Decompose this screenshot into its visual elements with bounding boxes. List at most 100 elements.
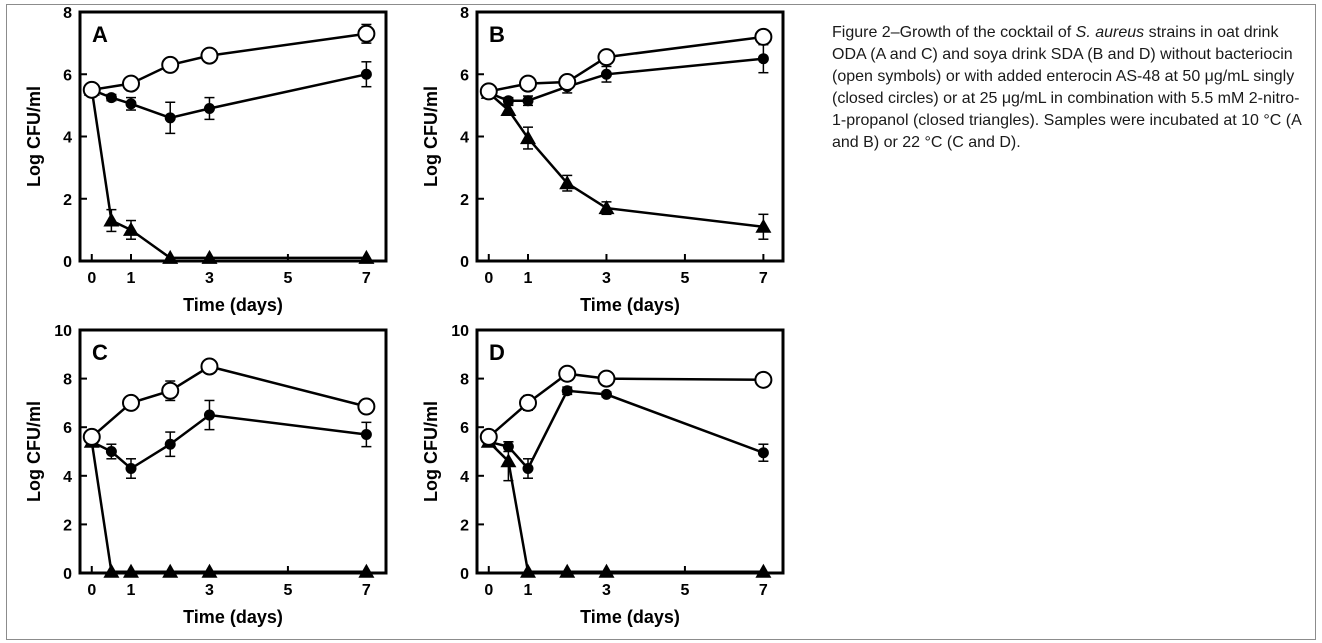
y-tick-label-a: 2: [63, 192, 72, 209]
point-open-circle-d: [519, 393, 537, 412]
y-tick-label-a: 0: [63, 254, 72, 271]
point-closed-circle-a: [125, 98, 137, 110]
x-tick-label-b: 1: [524, 270, 533, 287]
y-tick-label-d: 4: [460, 469, 469, 486]
x-tick-label-c: 0: [87, 582, 96, 599]
point-closed-circle-b: [522, 95, 534, 107]
y-tick-label-c: 10: [54, 323, 72, 340]
y-tick-label-d: 0: [460, 566, 469, 583]
point-closed-triangle-a: [103, 212, 120, 227]
x-tick-label-d: 1: [524, 582, 533, 599]
point-closed-triangle-d: [559, 563, 576, 578]
x-tick-label-b: 3: [602, 270, 611, 287]
x-axis-label-a: Time (days): [183, 295, 283, 315]
point-closed-triangle-c: [162, 563, 179, 578]
point-open-circle-d: [558, 364, 577, 383]
point-closed-triangle-c: [123, 563, 139, 578]
caption-text-2: strains in oat drink ODA (A and C) and s…: [832, 24, 1301, 151]
point-closed-triangle-b: [755, 218, 772, 233]
x-tick-label-a: 3: [205, 270, 214, 287]
series-line-closed-circle-c: [91, 413, 367, 471]
y-axis-label-b: Log CFU/ml: [421, 86, 441, 187]
point-open-circle-c: [122, 393, 140, 412]
point-closed-circle-c: [105, 446, 117, 457]
panel-b: 0 2 4 6 8 0 1 3 5 7 Time (days) Log CFU/ml B: [421, 5, 785, 315]
point-open-circle-c: [161, 381, 180, 400]
y-tick-label-a: 6: [63, 67, 72, 84]
point-closed-triangle-a: [162, 249, 179, 264]
x-tick-label-a: 0: [87, 270, 96, 287]
y-axis-label-c: Log CFU/ml: [24, 401, 44, 502]
point-open-circle-d: [754, 370, 773, 389]
point-open-circle-c: [357, 397, 376, 416]
point-closed-circle-d: [522, 463, 534, 475]
x-tick-label-c: 5: [283, 582, 292, 599]
point-open-circle-b: [754, 27, 773, 46]
panel-c: 0 2 4 6 8 10 0 1 3 5 7 Time (days) Log CFU/ml C: [24, 323, 388, 627]
point-closed-circle-b: [502, 95, 514, 107]
panel-letter-b: B: [489, 22, 505, 47]
plot-frame-c: [78, 328, 388, 575]
point-closed-circle-d: [757, 447, 769, 459]
y-tick-label-c: 8: [63, 372, 72, 389]
y-axis-label-a: Log CFU/ml: [24, 86, 44, 187]
x-tick-label-b: 5: [680, 270, 689, 287]
point-open-circle-c: [200, 357, 219, 376]
y-tick-label-d: 10: [451, 323, 469, 340]
series-line-closed-triangle-b: [487, 91, 764, 229]
point-open-circle-a: [200, 46, 219, 65]
point-closed-triangle-c: [103, 563, 120, 578]
panel-a: 0 2 4 6 8 0 1 3 5 7 Time (days) Log CFU/ml A: [24, 5, 388, 315]
point-closed-triangle-d: [500, 453, 517, 468]
point-open-circle-a: [357, 24, 376, 43]
point-closed-triangle-a: [201, 249, 218, 264]
point-closed-circle-a: [105, 92, 117, 104]
x-tick-label-d: 3: [602, 582, 611, 599]
x-tick-label-b: 7: [759, 270, 768, 287]
x-axis-label-d: Time (days): [580, 607, 680, 627]
x-tick-label-a: 5: [283, 270, 292, 287]
x-tick-label-b: 0: [484, 270, 493, 287]
y-tick-label-d: 8: [460, 372, 469, 389]
point-closed-circle-c: [360, 428, 372, 440]
x-tick-label-c: 7: [362, 582, 371, 599]
x-tick-label-d: 7: [759, 582, 768, 599]
point-open-circle-d: [597, 369, 616, 388]
y-tick-label-b: 8: [460, 5, 469, 22]
panel-letter-a: A: [92, 22, 108, 47]
point-open-circle-d: [479, 427, 498, 446]
caption-species: S. aureus: [1075, 24, 1145, 41]
x-tick-label-c: 3: [205, 582, 214, 599]
x-axis-label-c: Time (days): [183, 607, 283, 627]
y-axis-label-d: Log CFU/ml: [421, 401, 441, 502]
y-tick-label-d: 6: [460, 420, 469, 437]
y-tick-label-a: 4: [63, 130, 72, 147]
panel-letter-d: D: [489, 340, 505, 365]
x-axis-label-b: Time (days): [580, 295, 680, 315]
x-tick-label-c: 1: [127, 582, 136, 599]
point-closed-triangle-d: [520, 563, 536, 578]
y-tick-label-c: 4: [63, 469, 72, 486]
y-tick-label-b: 6: [460, 67, 469, 84]
y-tick-label-a: 8: [63, 5, 72, 22]
x-tick-label-a: 7: [362, 270, 371, 287]
point-open-circle-a: [161, 55, 180, 74]
y-tick-label-b: 2: [460, 192, 469, 209]
point-closed-triangle-b: [500, 102, 517, 116]
x-tick-label-a: 1: [127, 270, 136, 287]
point-closed-circle-d: [561, 385, 573, 397]
point-closed-circle-a: [203, 102, 215, 114]
point-closed-circle-b: [757, 53, 769, 65]
figure-plots: 0 2 4 6 8 0 1 3 5 7 Time (days) Log CFU/ml A 0 2 4 6 8 0 1 3…: [24, 5, 785, 627]
y-tick-label-d: 2: [460, 517, 469, 534]
y-tick-label-b: 0: [460, 254, 469, 271]
point-closed-circle-d: [502, 441, 514, 453]
y-tick-label-c: 2: [63, 517, 72, 534]
point-open-circle-b: [519, 74, 537, 93]
series-line-closed-triangle-c: [90, 441, 367, 574]
point-open-circle-a: [82, 80, 101, 99]
point-closed-triangle-c: [201, 563, 218, 578]
point-open-circle-c: [82, 427, 101, 446]
point-open-circle-b: [479, 82, 498, 101]
point-closed-triangle-d: [755, 563, 772, 578]
